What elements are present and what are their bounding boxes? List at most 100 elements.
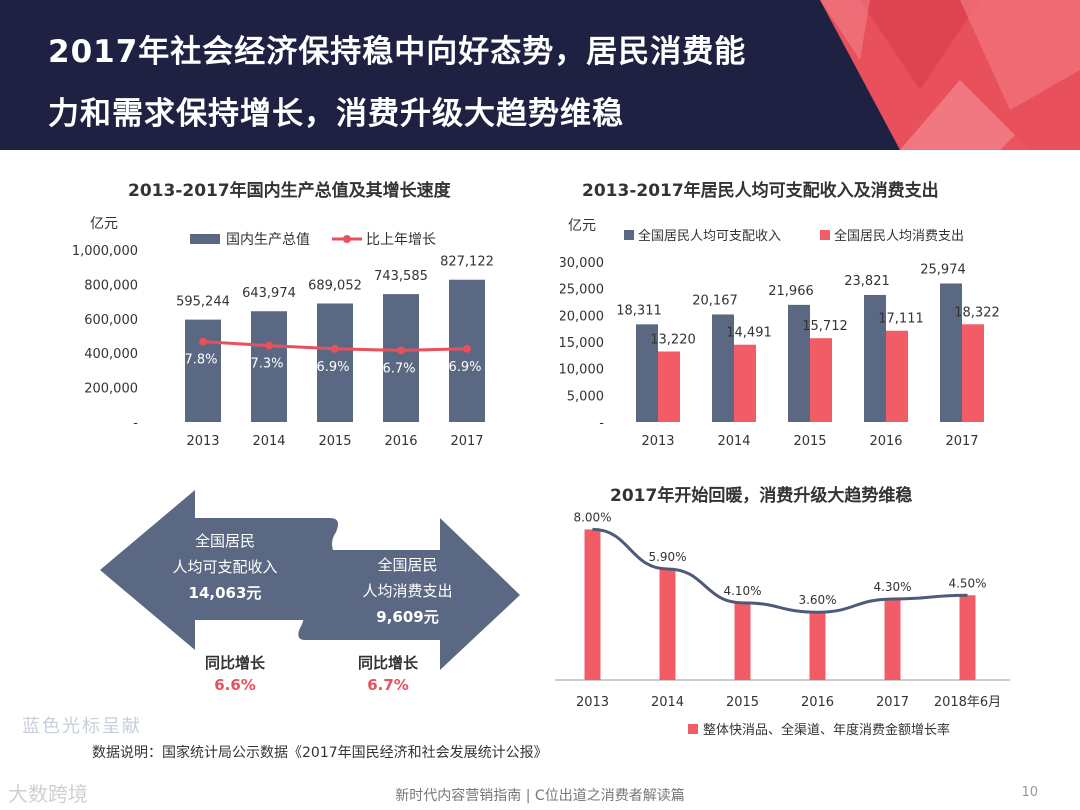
consumption-xtick: 2014 [651,695,684,710]
gdp-xtick: 2014 [252,434,285,449]
spending-bar-label: 17,111 [878,312,924,327]
spending-bar [734,344,756,422]
consumption-spending-block: 全国居民 人均消费支出 9,609元 [340,552,475,630]
gdp-chart: 亿元 - 200,000 400,000 600,000 800,000 1,000,000… [72,216,494,449]
page-number: 10 [1021,785,1038,800]
consumption-bar-label: 4.30% [873,580,911,594]
gdp-legend-bar: 国内生产总值 [226,232,310,248]
income-growth-value: 6.6% [214,676,256,694]
header-banner: 2017年社会经济保持稳中向好态势，居民消费能 力和需求保持增长，消费升级大趋势… [0,0,1080,150]
income-bar-label: 21,966 [768,284,814,299]
consumption-legend-swatch [688,724,698,734]
gdp-ytick: 200,000 [84,382,138,397]
consumption-bar-label: 8.00% [573,510,611,524]
watermark-top: 蓝色光标呈献 [22,716,142,737]
gdp-ytick: 800,000 [84,278,138,293]
income-legend-2: 全国居民人均消费支出 [834,228,964,244]
income-bar-label: 25,974 [920,262,966,277]
spending-bar [810,338,832,422]
gdp-legend-bar-swatch [190,234,220,244]
gdp-growth-point [397,346,405,355]
consumption-bar [809,612,826,680]
income-legend-swatch-2 [820,230,830,240]
gdp-ylabel: 亿元 [90,216,118,232]
gdp-ytick: 1,000,000 [72,244,138,259]
gdp-growth-point [265,341,273,350]
consumption-bar [734,602,751,680]
income-xtick: 2017 [945,434,978,449]
disposable-income-value: 14,063元 [188,584,262,602]
consumption-bar-label: 5.90% [648,550,686,564]
income-ytick: 20,000 [560,309,604,324]
income-ytick: 5,000 [567,389,604,404]
gdp-bar [251,311,287,422]
gdp-xtick: 2017 [450,434,483,449]
income-xtick: 2015 [793,434,826,449]
gdp-chart-title: 2013-2017年国内生产总值及其增长速度 [128,181,451,201]
gdp-bar-label: 643,974 [242,286,296,301]
consumption-spending-title-1: 全国居民 [377,556,438,574]
page-title-line-2: 力和需求保持增长，消费升级大趋势维稳 [48,96,624,132]
left-arrow-shape [100,490,339,650]
gdp-growth-label: 6.9% [448,360,481,375]
gdp-growth-point [463,344,471,353]
consumption-trend-line [592,527,968,614]
gdp-bar-label: 743,585 [374,269,428,284]
consumption-bar [884,599,901,680]
income-xtick: 2014 [717,434,750,449]
disposable-income-title-2: 人均可支配收入 [172,558,278,576]
income-legend-1: 全国居民人均可支配收入 [638,228,781,244]
gdp-growth-label: 6.7% [382,361,415,376]
consumption-xtick: 2016 [801,695,834,710]
income-bar-label: 18,311 [616,303,662,318]
watermark-bottom: 大数跨境 [8,782,88,806]
disposable-income-title-1: 全国居民 [194,532,255,550]
income-bar [788,304,810,422]
income-bar [712,314,734,422]
footer-text: 新时代内容营销指南 | C位出道之消费者解读篇 [395,788,685,804]
data-source-note: 数据说明：国家统计局公示数据《2017年国民经济和社会发展统计公报》 [92,745,548,761]
consumption-spending-value: 9,609元 [376,608,439,626]
consumption-bar [584,529,601,680]
gdp-xtick: 2015 [318,434,351,449]
consumption-bar-label: 4.50% [948,576,986,590]
spending-growth-value: 6.7% [367,676,409,694]
consumption-xtick: 2013 [576,695,609,710]
consumption-chart-title: 2017年开始回暖，消费升级大趋势维稳 [610,486,913,506]
income-bar [940,283,962,422]
income-ytick: 30,000 [560,256,604,271]
consumption-xtick: 2015 [726,695,759,710]
gdp-legend-line-marker [343,235,351,243]
income-chart-title: 2013-2017年居民人均可支配收入及消费支出 [582,181,939,201]
consumption-xtick: 2018年6月 [934,695,1001,710]
gdp-ytick: 600,000 [84,313,138,328]
consumption-bar [959,595,976,680]
gdp-ytick: 400,000 [84,347,138,362]
gdp-bar-label: 689,052 [308,278,362,293]
income-growth-label: 同比增长 [204,654,265,672]
right-arrow-shape [296,518,520,670]
gdp-bar [185,319,221,422]
page-title-line-1: 2017年社会经济保持稳中向好态势，居民消费能 [48,34,747,70]
income-ytick: 25,000 [560,283,604,298]
income-ytick: 15,000 [560,336,604,351]
income-bar-label: 23,821 [844,274,890,289]
header-background [0,0,1080,150]
gdp-bar-label: 595,244 [176,295,230,310]
spending-bar-label: 13,220 [650,332,696,347]
gdp-growth-label: 7.3% [250,357,283,372]
consumption-growth-chart: 8.00% 2013 5.90% 2014 4.10% 2015 3.60% 2016 4.30… [555,510,1010,738]
spending-bar-label: 18,322 [954,305,1000,320]
spending-bar-label: 14,491 [726,326,772,341]
spending-bar-label: 15,712 [802,319,848,334]
spending-bar [962,324,984,422]
consumption-bar-label: 4.10% [723,584,761,598]
gdp-xtick: 2016 [384,434,417,449]
income-bar [864,294,886,422]
income-ytick: - [599,416,604,431]
gdp-bar [383,294,419,422]
double-arrow-graphic [100,490,520,670]
income-ylabel: 亿元 [568,218,596,234]
spending-growth-block: 同比增长 6.7% [338,652,438,696]
income-legend-swatch-1 [624,230,634,240]
